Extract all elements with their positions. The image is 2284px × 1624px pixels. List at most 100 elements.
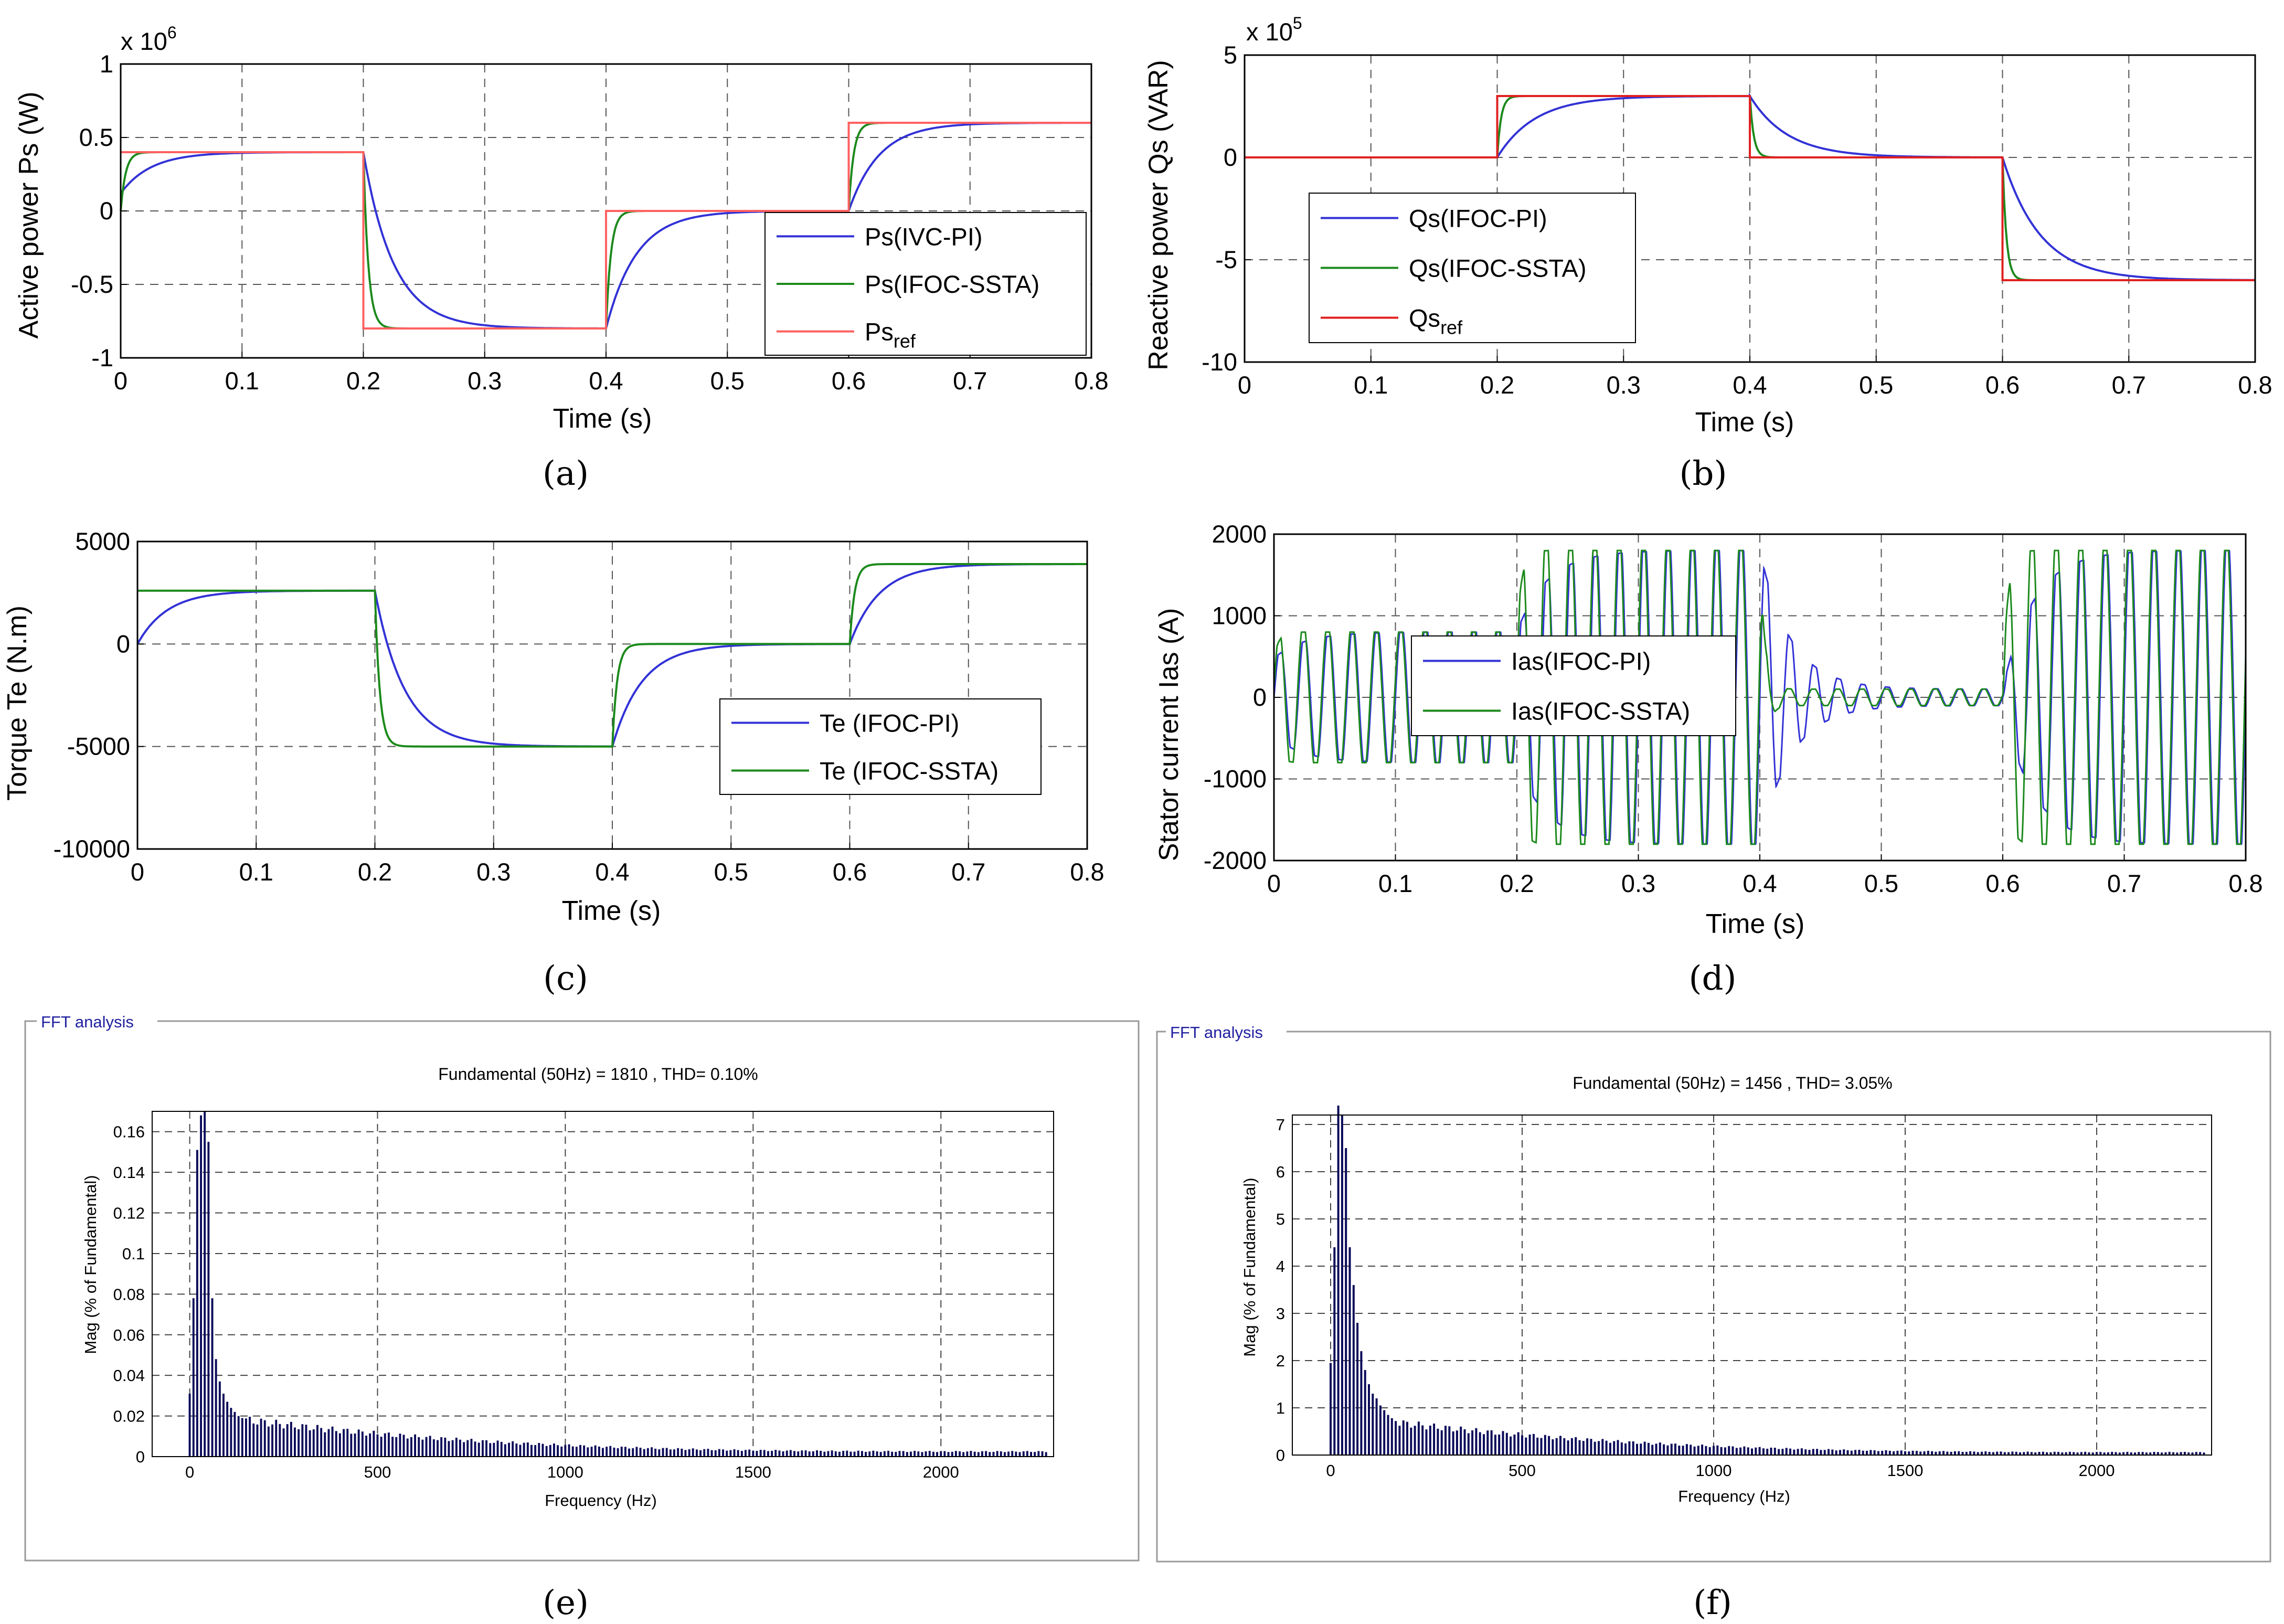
fft-bar-f xyxy=(1379,1405,1382,1455)
legend-d: Ias(IFOC-PI) Ias(IFOC-SSTA) xyxy=(1411,635,1736,736)
fft-bar-e xyxy=(286,1424,289,1457)
fft-bar-e xyxy=(789,1450,792,1457)
fft-bar-e xyxy=(635,1447,638,1457)
fft-bar-e xyxy=(312,1429,315,1457)
fft-bar-f xyxy=(1559,1436,1561,1455)
fft-bar-e xyxy=(474,1441,476,1457)
fft-bar-e xyxy=(771,1450,773,1457)
fft-bar-e xyxy=(301,1424,304,1457)
fft-bar-e xyxy=(763,1450,766,1457)
fft-bar-e xyxy=(954,1451,957,1457)
fft-bar-e xyxy=(1000,1451,1002,1457)
fft-bar-f xyxy=(2000,1451,2002,1455)
fft-bar-f xyxy=(1421,1425,1424,1455)
fft-bar-e xyxy=(804,1450,807,1457)
x-tick-label-c: 0.7 xyxy=(951,858,985,886)
fft-bar-f xyxy=(1563,1438,1566,1455)
fft-bar-e xyxy=(549,1445,551,1457)
fft-bar-f xyxy=(1739,1447,1742,1455)
axes-frame-b xyxy=(1244,54,2256,363)
fft-bar-e xyxy=(361,1431,364,1457)
fft-bar-e xyxy=(748,1449,751,1457)
fft-bar-e xyxy=(684,1450,687,1457)
fft-bar-f xyxy=(1620,1442,1623,1455)
fft-bar-f xyxy=(1505,1432,1508,1455)
fft-bar-e xyxy=(756,1451,758,1457)
fft-bar-f xyxy=(1375,1398,1378,1455)
fft-bar-e xyxy=(384,1433,386,1457)
fft-bar-f xyxy=(1467,1433,1470,1455)
fft-bar-e xyxy=(338,1433,341,1457)
fft-bar-e xyxy=(932,1451,934,1457)
y-axis-label-d: Stator current Ias (A) xyxy=(1154,608,1184,862)
fft-bar-e xyxy=(485,1440,487,1457)
fft-bar-e xyxy=(774,1450,777,1457)
panel-e-fft: FFT analysis Fundamental (50Hz) = 1810 ,… xyxy=(24,1013,1140,1622)
fft-bar-f xyxy=(1942,1451,1945,1455)
fft-bar-f xyxy=(2065,1452,2067,1455)
fft-bar-f xyxy=(1368,1384,1370,1455)
fft-bar-f xyxy=(1364,1370,1366,1455)
fft-bar-e xyxy=(726,1450,728,1457)
fft-bar-e xyxy=(718,1449,720,1457)
x-tick-label-a: 0.4 xyxy=(589,367,623,395)
legend-label-b-2: Qsref xyxy=(1409,304,1463,338)
legend-label-b-0: Qs(IFOC-PI) xyxy=(1409,205,1547,232)
fft-bar-e xyxy=(237,1416,240,1457)
fft-bar-e xyxy=(526,1442,529,1457)
caption-f: (f) xyxy=(1693,1584,1732,1622)
fft-bar-e xyxy=(782,1451,784,1457)
fft-bar-f xyxy=(2115,1452,2117,1455)
fft-bar-e xyxy=(451,1440,454,1457)
fft-bar-f xyxy=(2088,1452,2090,1455)
fft-bar-f xyxy=(1548,1436,1550,1455)
fft-bar-f xyxy=(1751,1448,1753,1455)
fft-bar-f xyxy=(2049,1452,2052,1455)
fft-bar-e xyxy=(564,1445,567,1457)
plot-area-a: 0 0.1 0.2 0.3 0.4 0.5 0.6 0.7 0.8 -1 -0.5 0 0.5 1 Ps(I… xyxy=(71,50,1109,395)
panel-f-fft: FFT analysis Fundamental (50Hz) = 1456 ,… xyxy=(1156,1023,2271,1622)
fft-bar-f xyxy=(2053,1451,2056,1455)
fft-bar-e xyxy=(658,1449,661,1457)
fft-bar-f xyxy=(1693,1446,1696,1455)
fft-bar-e xyxy=(816,1450,818,1457)
fft-bar-e xyxy=(846,1450,848,1457)
fft-bar-f xyxy=(1888,1450,1891,1455)
fft-y-tick-label-e: 0.02 xyxy=(113,1407,145,1426)
series-line-c-1 xyxy=(137,563,1087,748)
fft-bar-f xyxy=(2057,1452,2059,1455)
fft-bar-f xyxy=(1789,1448,1791,1455)
fft-bar-f xyxy=(1352,1285,1355,1455)
fft-bar-e xyxy=(534,1445,537,1457)
y-tick-label-a: 0 xyxy=(100,197,113,225)
fft-bar-e xyxy=(587,1447,589,1457)
fft-bar-e xyxy=(399,1434,401,1457)
fft-bar-f xyxy=(2084,1451,2087,1455)
x-tick-label-b: 0.7 xyxy=(2112,371,2146,399)
fft-bar-e xyxy=(571,1446,574,1457)
fft-bar-f xyxy=(1835,1450,1837,1455)
fft-bar-e xyxy=(470,1439,473,1457)
fft-bar-e xyxy=(316,1425,318,1457)
fft-bar-e xyxy=(737,1450,739,1457)
fft-bar-f xyxy=(2145,1452,2148,1455)
fft-bar-e xyxy=(440,1437,443,1457)
fft-bar-e xyxy=(222,1394,225,1457)
fft-bar-f xyxy=(1517,1432,1520,1455)
fft-bar-e xyxy=(365,1436,367,1457)
fft-bar-f xyxy=(1655,1443,1658,1455)
fft-bar-f xyxy=(2096,1452,2098,1455)
fft-bar-e xyxy=(538,1443,540,1457)
fft-bar-f xyxy=(1682,1446,1684,1455)
fft-bar-f xyxy=(1337,1106,1340,1455)
fft-bar-f xyxy=(1410,1427,1412,1455)
fft-bar-f xyxy=(2099,1452,2102,1455)
fft-bar-f xyxy=(1460,1426,1462,1455)
fft-y-tick-label-e: 0.14 xyxy=(113,1163,145,1182)
fft-bar-e xyxy=(579,1445,581,1457)
fft-bar-f xyxy=(1766,1449,1769,1455)
fft-bar-f xyxy=(1697,1446,1699,1455)
y-tick-label-b: 5 xyxy=(1224,41,1237,69)
fft-bar-e xyxy=(448,1441,450,1457)
fft-x-tick-label-e: 0 xyxy=(185,1463,194,1481)
